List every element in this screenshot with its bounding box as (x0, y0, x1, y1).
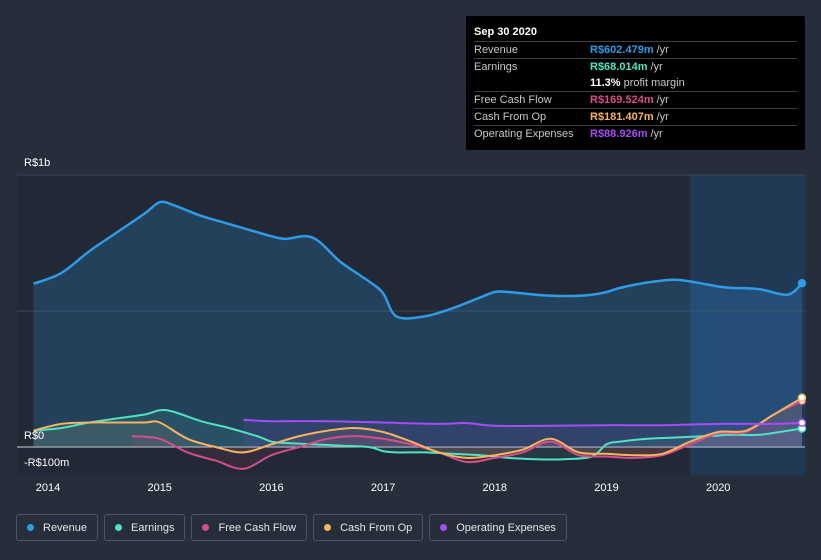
tooltip-row: Revenue R$602.479m/yr (474, 41, 797, 58)
cash-from-op-end-point[interactable] (797, 393, 807, 403)
tooltip-value: R$88.926m (590, 128, 648, 140)
tooltip-label (474, 75, 590, 91)
x-tick-label: 2015 (147, 482, 171, 494)
tooltip-label: Operating Expenses (474, 128, 574, 140)
tooltip-label: Earnings (474, 61, 518, 73)
legend-label: Free Cash Flow (218, 521, 297, 534)
legend-label: Cash From Op (340, 521, 413, 534)
legend-label: Revenue (43, 521, 88, 534)
tooltip-value: R$181.407m (590, 111, 654, 123)
x-tick-label: 2016 (259, 482, 283, 494)
operating-expenses-area (243, 419, 802, 447)
x-tick-label: 2014 (36, 482, 60, 494)
tooltip-row: Cash From Op R$181.407m/yr (474, 108, 797, 125)
legend-item-earnings[interactable]: Earnings (104, 514, 186, 541)
tooltip-unit: /yr (650, 128, 663, 140)
free-cash-flow-area (131, 401, 803, 469)
revenue-end-point[interactable] (797, 279, 807, 288)
legend-item-free-cash-flow[interactable]: Free Cash Flow (191, 514, 308, 541)
tooltip-date: Sep 30 2020 (474, 26, 537, 38)
x-tick-label: 2018 (483, 482, 507, 494)
tooltip-panel: Sep 30 2020 Revenue R$602.479m/yr Earnings… (466, 16, 805, 150)
tooltip-label: Cash From Op (474, 111, 547, 123)
operating-expenses-line (243, 418, 803, 428)
tooltip-value: 11.3% (590, 77, 621, 89)
operating-expenses-end-point[interactable] (797, 418, 807, 428)
x-tick-label: 2017 (371, 482, 395, 494)
tooltip-label: Revenue (474, 44, 519, 56)
legend-label: Operating Expenses (456, 521, 556, 534)
legend-label: Earnings (131, 521, 175, 534)
legend-item-operating-expenses[interactable]: Operating Expenses (429, 514, 567, 541)
y-tick-label-zero: R$0 (24, 430, 44, 442)
chart-legend: Revenue Earnings Free Cash Flow Cash From O… (16, 514, 573, 541)
legend-item-revenue[interactable]: Revenue (16, 514, 99, 541)
y-tick-label-bottom: -R$100m (24, 457, 69, 469)
tooltip-label: Free Cash Flow (474, 94, 552, 106)
legend-dot-icon (27, 524, 34, 531)
tooltip-row: 11.3% profit margin (474, 75, 797, 91)
y-tick-label-top: R$1b (24, 157, 50, 169)
legend-dot-icon (115, 524, 123, 531)
tooltip-row: Free Cash Flow R$169.524m/yr (474, 91, 797, 108)
legend-dot-icon (202, 524, 210, 531)
tooltip-value: R$68.014m (590, 61, 648, 73)
earnings-area (33, 410, 802, 460)
tooltip-row: Earnings R$68.014m/yr (474, 58, 797, 75)
revenue-area (33, 201, 802, 447)
legend-item-cash-from-op[interactable]: Cash From Op (313, 514, 424, 541)
free-cash-flow-line (131, 400, 803, 470)
tooltip-unit: /yr (656, 94, 669, 106)
revenue-line (33, 200, 803, 320)
tooltip-row: Operating Expenses R$88.926m/yr (474, 125, 797, 142)
tooltip-unit: /yr (650, 61, 663, 73)
tooltip-unit: /yr (656, 44, 669, 56)
tooltip-value: R$602.479m (590, 44, 654, 56)
legend-dot-icon (440, 524, 448, 531)
tooltip-value: R$169.524m (590, 94, 654, 106)
legend-dot-icon (324, 524, 332, 531)
x-tick-label: 2020 (706, 482, 730, 494)
x-tick-label: 2019 (594, 482, 618, 494)
tooltip-unit: /yr (656, 111, 669, 123)
earnings-line (33, 409, 803, 461)
cash-from-op-line (33, 396, 803, 459)
tooltip-unit: profit margin (623, 77, 685, 89)
